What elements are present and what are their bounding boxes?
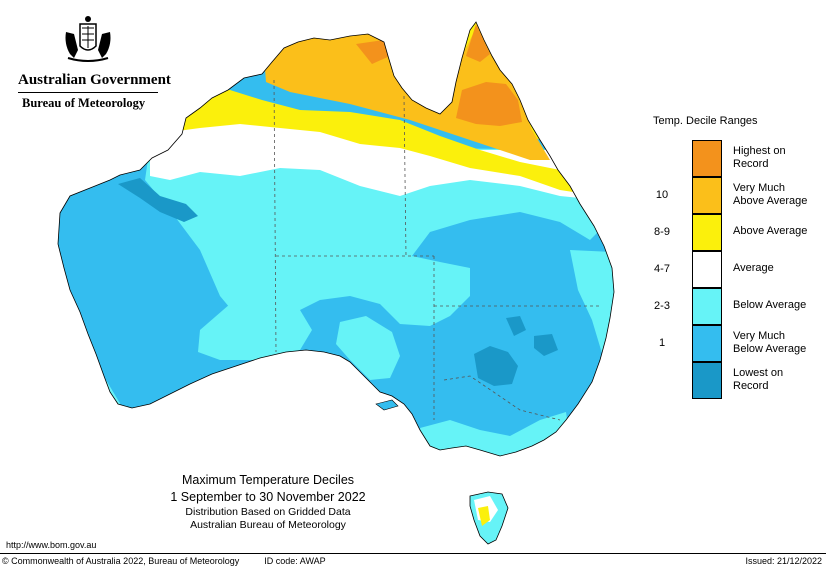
legend-decile: 10: [655, 189, 669, 201]
legend-label: Average: [733, 262, 774, 274]
caption-method: Distribution Based on Gridded Data: [185, 506, 351, 518]
footer-divider: [0, 553, 826, 554]
coat-of-arms-icon: [65, 16, 111, 62]
caption-period: 1 September to 30 November 2022: [170, 490, 366, 504]
legend-decile: 1: [658, 337, 666, 349]
footer-copyright: © Commonwealth of Australia 2022, Bureau…: [2, 556, 326, 566]
legend-swatch: [692, 140, 722, 177]
map-caption: Maximum Temperature Deciles 1 September …: [140, 472, 396, 532]
legend-label: Very Much Below Average: [733, 329, 807, 355]
legend-swatch: [692, 251, 722, 288]
legend-title: Temp. Decile Ranges: [653, 115, 758, 127]
id-code: ID code: AWAP: [264, 556, 326, 566]
footer: © Commonwealth of Australia 2022, Bureau…: [0, 556, 826, 568]
legend-swatch: [692, 325, 722, 362]
caption-source: Australian Bureau of Meteorology: [190, 519, 346, 531]
logo-divider: [18, 92, 158, 93]
legend-decile: 4-7: [654, 263, 670, 275]
issued-date: Issued: 21/12/2022: [745, 556, 822, 566]
agency-name: Bureau of Meteorology: [22, 96, 146, 110]
legend-swatch: [692, 177, 722, 214]
legend-swatch: [692, 288, 722, 325]
legend-label: Very Much Above Average: [733, 181, 808, 207]
legend-label: Highest on Record: [733, 144, 786, 170]
legend-swatch: [692, 214, 722, 251]
legend-label: Above Average: [733, 225, 808, 237]
org-name: Australian Government: [18, 72, 171, 88]
caption-title: Maximum Temperature Deciles: [181, 473, 355, 487]
footer-url-link[interactable]: http://www.bom.gov.au: [6, 540, 97, 550]
copyright-text: © Commonwealth of Australia 2022, Bureau…: [2, 556, 240, 566]
legend-label: Lowest on Record: [733, 366, 784, 392]
legend-label: Below Average: [733, 299, 807, 311]
legend-decile: 2-3: [654, 300, 670, 312]
legend-swatch: [692, 362, 722, 399]
legend-decile: 8-9: [654, 226, 670, 238]
